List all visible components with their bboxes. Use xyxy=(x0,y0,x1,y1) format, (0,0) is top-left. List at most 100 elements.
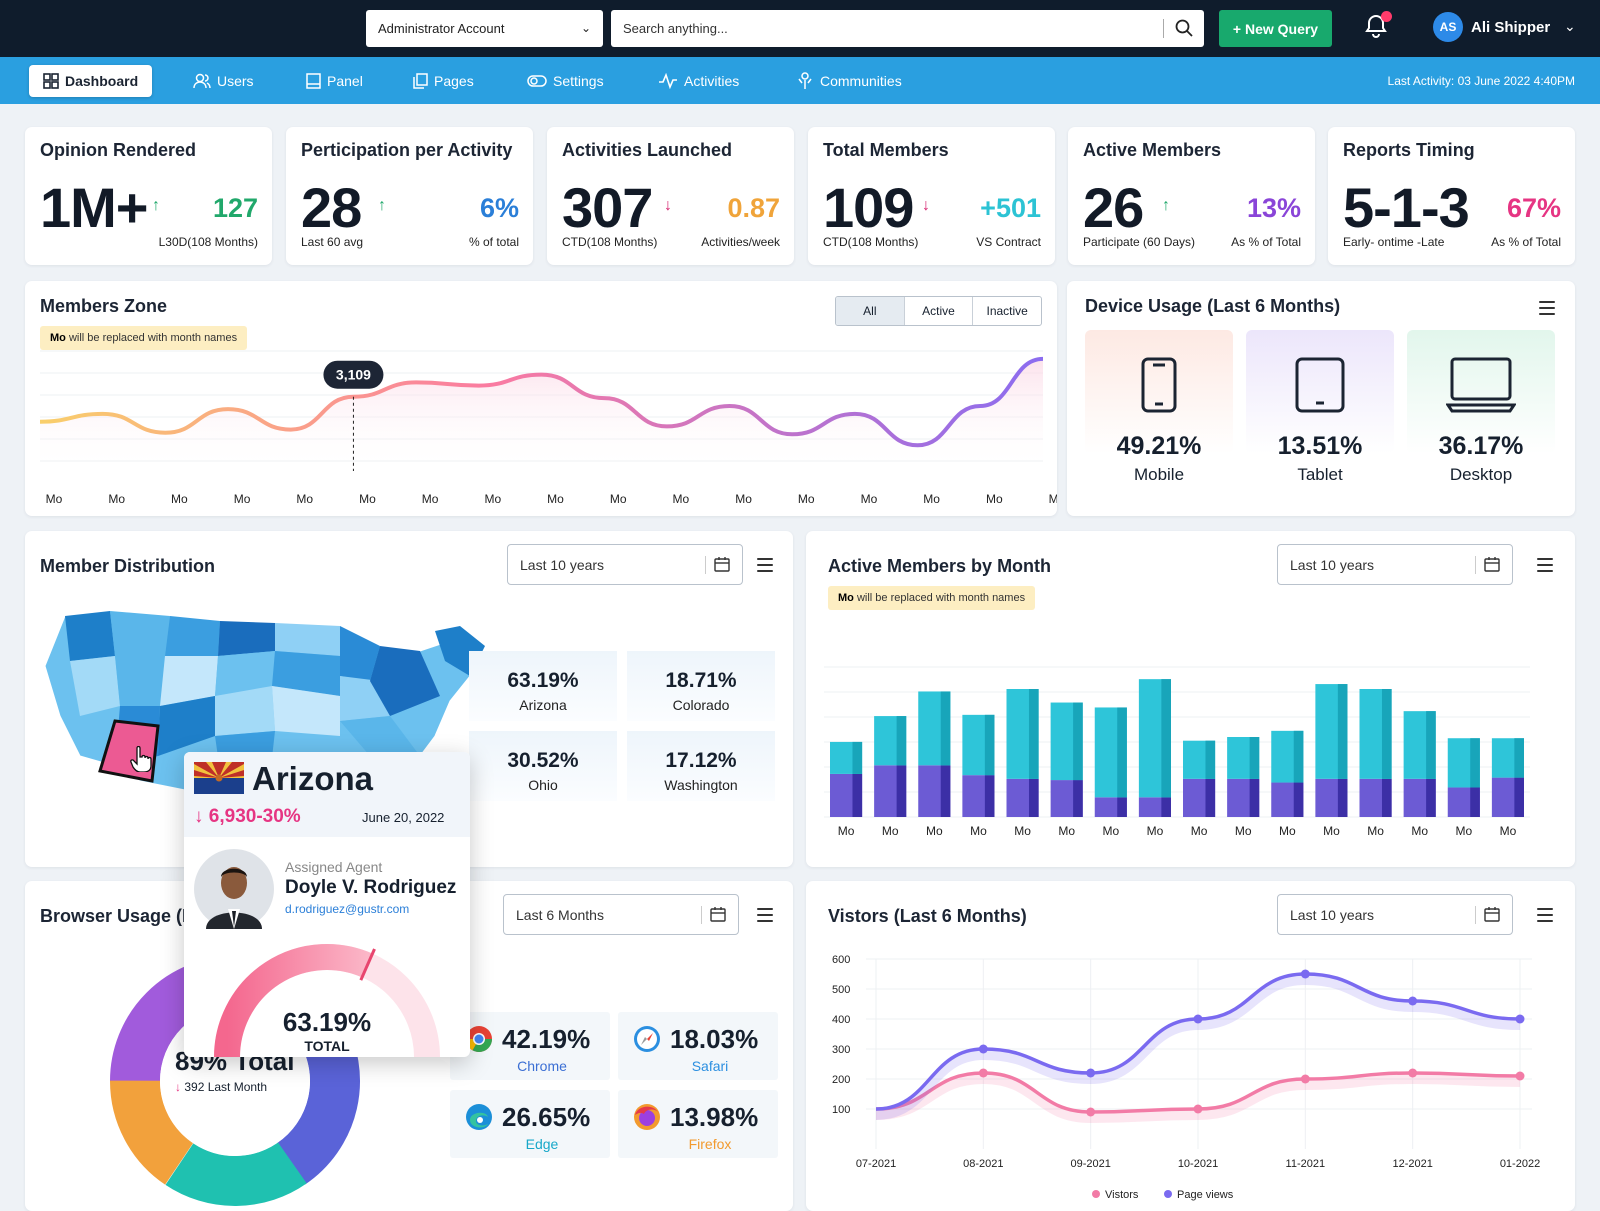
user-menu-chevron-icon[interactable]: ⌄ xyxy=(1564,18,1576,34)
calendar-icon xyxy=(1484,907,1500,922)
series-shadow xyxy=(875,1073,1521,1124)
stat-arizona[interactable]: 63.19% Arizona xyxy=(469,651,617,721)
user-name[interactable]: Ali Shipper xyxy=(1471,19,1551,36)
us-map[interactable] xyxy=(40,606,490,806)
y-tick-label: 500 xyxy=(832,984,850,996)
bar-shade-lower xyxy=(1028,778,1039,817)
kpi-card[interactable]: Active Members 26 13% Participate (60 Da… xyxy=(1068,127,1315,265)
chrome-value: 42.19% xyxy=(502,1024,591,1054)
bar-shade-lower xyxy=(1205,778,1216,817)
nav-settings[interactable]: Settings xyxy=(527,65,604,97)
kpi-sub-left: CTD(108 Months) xyxy=(562,235,658,249)
mobile-value: 49.21% xyxy=(1116,432,1202,460)
search-icon[interactable] xyxy=(1174,18,1194,38)
note-bold: Mo xyxy=(838,592,854,604)
browser-safari[interactable]: 18.03% Safari xyxy=(618,1012,778,1080)
popup-gauge xyxy=(214,944,440,1057)
new-query-button[interactable]: + New Query xyxy=(1219,10,1332,47)
edge-label: Edge xyxy=(525,1136,559,1152)
legend-marker xyxy=(1092,1190,1100,1198)
nav-panel[interactable]: Panel xyxy=(306,65,363,97)
bar-shade-lower xyxy=(1381,778,1392,817)
kpi-card[interactable]: Perticipation per Activity 28 6% Last 60… xyxy=(286,127,533,265)
device-tablet xyxy=(1246,330,1394,454)
browser-date-select[interactable]: Last 6 Months xyxy=(503,894,739,935)
bar-shade-upper xyxy=(1426,711,1436,779)
search-input[interactable]: Search anything... xyxy=(611,10,1204,47)
bar-shade-upper xyxy=(1293,730,1304,783)
mobile-label: Mobile xyxy=(1133,465,1185,484)
account-select[interactable]: Administrator Account ⌄ xyxy=(366,10,603,47)
bar-shade-upper xyxy=(1381,689,1392,779)
kpi-card[interactable]: Reports Timing 5-1-3 67% Early- ontime -… xyxy=(1328,127,1575,265)
x-tick-label: Mo xyxy=(108,492,125,506)
kpi-title: Perticipation per Activity xyxy=(301,140,513,160)
nav-pages[interactable]: Pages xyxy=(413,65,474,97)
menu-icon[interactable] xyxy=(757,908,773,922)
nav-communities[interactable]: Communities xyxy=(796,65,902,97)
browser-edge[interactable]: 26.65% Edge xyxy=(450,1090,610,1158)
activity-icon xyxy=(659,73,677,89)
filter-active[interactable]: Active xyxy=(903,297,973,325)
note-text: will be replaced with month names xyxy=(853,592,1026,604)
menu-icon[interactable] xyxy=(1537,908,1553,922)
x-tick-label: Mo xyxy=(926,824,943,838)
avatar[interactable]: AS xyxy=(1433,12,1463,42)
x-tick-label: Mo xyxy=(359,492,376,506)
nav-activities[interactable]: Activities xyxy=(658,65,739,97)
visitors-date-select[interactable]: Last 10 years xyxy=(1277,894,1513,935)
kpi-sub-left: Participate (60 Days) xyxy=(1083,235,1196,249)
nav-users[interactable]: Users xyxy=(193,65,254,97)
kpi-big-value: 109 xyxy=(823,176,914,239)
date-select-value: Last 10 years xyxy=(520,557,605,573)
browser-chrome[interactable]: 42.19% Chrome xyxy=(450,1012,610,1080)
stat-value: 63.19% xyxy=(507,669,579,692)
x-tick-label: Mo xyxy=(882,824,899,838)
stat-colorado[interactable]: 18.71% Colorado xyxy=(627,651,775,721)
kpi-card[interactable]: Total Members 109 +501 CTD(108 Months) V… xyxy=(808,127,1055,265)
nav-dashboard[interactable]: Dashboard xyxy=(29,65,153,97)
notification-bell-icon[interactable] xyxy=(1365,11,1392,43)
y-tick-label: 400 xyxy=(832,1014,850,1026)
distribution-date-select[interactable]: Last 10 years xyxy=(507,544,743,585)
kpi-sub-left: CTD(108 Months) xyxy=(823,235,919,249)
date-select-value: Last 6 Months xyxy=(516,907,604,923)
kpi-sub-right: As % of Total xyxy=(1231,235,1301,249)
members-filter[interactable]: All Active Inactive xyxy=(835,296,1042,326)
bar-shade-lower xyxy=(896,765,907,817)
gauge-marker xyxy=(359,948,376,981)
kpi-card[interactable]: Activities Launched 307 0.87 CTD(108 Mon… xyxy=(547,127,794,265)
stat-ohio[interactable]: 30.52% Ohio xyxy=(469,731,617,801)
stat-washington[interactable]: 17.12% Washington xyxy=(627,731,775,801)
state-popup: Arizona ↓ 6,930-30% June 20, 2022 Assign… xyxy=(184,752,470,1057)
filter-all[interactable]: All xyxy=(836,297,904,325)
active-members-note: Mo will be replaced with month names xyxy=(828,586,1036,610)
desktop-label: Desktop xyxy=(1449,465,1513,484)
browser-firefox[interactable]: 13.98% Firefox xyxy=(618,1090,778,1158)
kpi-title: Reports Timing xyxy=(1343,140,1475,160)
bar-shade-upper xyxy=(1117,707,1127,798)
agent-email[interactable]: d.rodriguez@gustr.com xyxy=(285,902,410,916)
bar-shade-upper xyxy=(1161,679,1171,798)
menu-icon[interactable] xyxy=(757,558,773,572)
community-icon xyxy=(798,72,812,89)
kpi-big-value: 28 xyxy=(301,176,362,239)
kpi-card[interactable]: Opinion Rendered 1M+ 127 L30D(108 Months… xyxy=(25,127,272,265)
menu-icon[interactable] xyxy=(1537,558,1553,572)
bar-shade-lower xyxy=(852,773,863,817)
tooltip-text: 3,109 xyxy=(336,367,371,383)
bar-shade-lower xyxy=(1426,778,1436,817)
filter-inactive[interactable]: Inactive xyxy=(972,297,1041,325)
mobile-icon xyxy=(1141,357,1177,413)
data-point xyxy=(1408,996,1418,1006)
legend-label: Vistors xyxy=(1105,1189,1139,1201)
kpi-sub-right: VS Contract xyxy=(976,235,1041,249)
menu-icon[interactable] xyxy=(1539,301,1555,315)
bar-shade-lower xyxy=(1293,782,1304,817)
kpi-value: +501 xyxy=(980,193,1041,223)
firefox-value: 13.98% xyxy=(670,1102,759,1132)
bar-shade-lower xyxy=(1249,778,1260,817)
active-members-date-select[interactable]: Last 10 years xyxy=(1277,544,1513,585)
x-tick-label: Mo xyxy=(1049,492,1057,506)
chrome-label: Chrome xyxy=(517,1058,567,1074)
